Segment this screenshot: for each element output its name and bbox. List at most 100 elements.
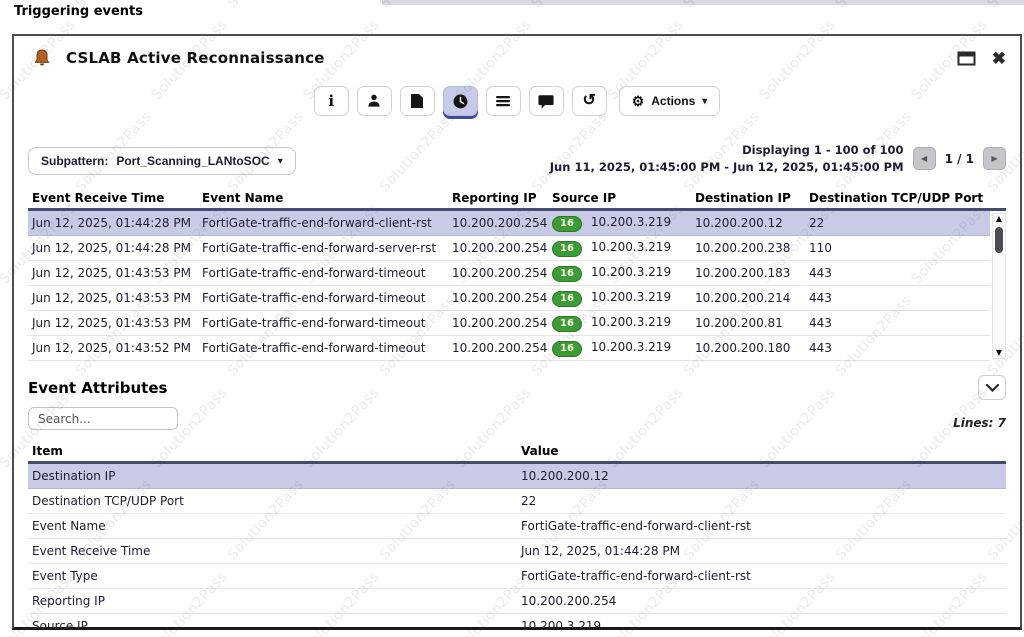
attributes-search-row: Lines: 7 [28,407,1006,431]
attribute-item: Destination IP [32,469,116,484]
column-header[interactable]: Value [521,443,559,458]
column-header[interactable]: Event Name [202,190,284,205]
displaying-count: Displaying 1 - 100 of 100 [742,143,904,157]
attribute-item: Event Name [32,519,106,534]
source-ip: 10.200.3.219 [590,339,672,354]
search-input[interactable] [28,407,178,431]
event-receive-time: Jun 12, 2025, 01:44:28 PM [32,241,191,256]
subpattern-label: Subpattern: [41,154,109,169]
table-row[interactable]: Jun 12, 2025, 01:43:53 PM FortiGate-traff… [28,286,990,312]
reporting-ip: 10.200.200.254 [452,341,548,356]
column-header[interactable]: Event Receive Time [32,190,165,205]
source-ip-cell: 16 10.200.3.219 [552,340,695,357]
list-button[interactable] [485,86,521,116]
scroll-down-icon[interactable]: ▼ [995,348,1003,358]
destination-port: 22 [809,216,825,231]
info-icon: i [328,92,335,110]
attribute-value: 10.200.3.219 [521,619,602,634]
scrollbar-thumb[interactable] [995,227,1003,254]
events-table-header: Event Receive Time Event Name Reporting … [28,187,1006,212]
subpattern-value: Port_Scanning_LANtoSOC [116,154,270,169]
attribute-item: Destination TCP/UDP Port [32,494,184,509]
event-name: FortiGate-traffic-end-forward-timeout [202,316,426,331]
event-name: FortiGate-traffic-end-forward-timeout [202,266,426,281]
source-ip: 10.200.3.219 [590,214,672,229]
attribute-row[interactable]: Event Type FortiGate-traffic-end-forward-… [28,564,1006,590]
table-row[interactable]: Jun 12, 2025, 01:43:52 PM FortiGate-traff… [28,336,990,362]
source-ip-cell: 16 10.200.3.219 [552,240,695,257]
event-count-badge: 16 [552,215,582,232]
subpattern-dropdown[interactable]: Subpattern: Port_Scanning_LANtoSOC ▾ [28,147,296,176]
watermark-text: Solution2Pass [0,476,3,564]
document-button[interactable] [399,86,435,116]
attribute-row[interactable]: Event Name FortiGate-traffic-end-forward-… [28,514,1006,540]
event-receive-time: Jun 12, 2025, 01:43:52 PM [32,341,191,356]
column-header[interactable]: Destination IP [695,190,791,205]
filter-row: Subpattern: Port_Scanning_LANtoSOC ▾ Dis… [28,142,1006,176]
chevron-down-icon [985,383,999,392]
attribute-row[interactable]: Destination IP 10.200.200.12 [28,464,1006,490]
history-button[interactable]: ↺ [571,86,607,116]
lines-count: Lines: 7 [953,416,1006,431]
source-ip: 10.200.3.219 [590,314,672,329]
comment-button[interactable] [528,86,564,116]
event-receive-time: Jun 12, 2025, 01:44:28 PM [32,216,191,231]
column-header[interactable]: Reporting IP [452,190,537,205]
event-name: FortiGate-traffic-end-forward-timeout [202,341,426,356]
events-rows: Jun 12, 2025, 01:44:28 PM FortiGate-traff… [28,211,990,362]
actions-button[interactable]: ⚙ Actions ▾ [618,86,721,116]
close-button[interactable]: ✖ [992,50,1006,67]
attribute-item: Event Type [32,569,98,584]
attribute-row[interactable]: Source IP 10.200.3.219 [28,614,1006,637]
history-icon: ↺ [582,92,596,109]
event-receive-time: Jun 12, 2025, 01:43:53 PM [32,316,191,331]
attribute-item: Reporting IP [32,594,105,609]
document-icon [411,94,424,108]
attribute-row[interactable]: Event Receive Time Jun 12, 2025, 01:44:28… [28,539,1006,565]
chevron-right-icon: ▶ [991,154,998,164]
reporting-ip: 10.200.200.254 [452,216,548,231]
attribute-row[interactable]: Reporting IP 10.200.200.254 [28,589,1006,615]
chevron-down-icon: ▾ [277,155,283,167]
gear-icon: ⚙ [631,93,645,109]
event-count-badge: 16 [552,265,582,282]
destination-port: 443 [809,341,832,356]
page-title: Triggering events [14,4,144,19]
source-ip-cell: 16 10.200.3.219 [552,290,695,307]
events-clock-button[interactable] [442,86,478,116]
scroll-up-icon[interactable]: ▲ [995,214,1003,224]
chat-icon [538,94,554,109]
table-row[interactable]: Jun 12, 2025, 01:44:28 PM FortiGate-traff… [28,236,990,262]
prev-page-button[interactable]: ◀ [912,147,936,171]
destination-port: 443 [809,316,832,331]
source-ip-cell: 16 10.200.3.219 [552,265,695,282]
chevron-left-icon: ◀ [920,154,928,164]
info-button[interactable]: i [313,86,349,116]
list-icon [496,96,511,107]
table-row[interactable]: Jun 12, 2025, 01:43:53 PM FortiGate-traff… [28,311,990,337]
destination-port: 443 [809,291,832,306]
event-receive-time: Jun 12, 2025, 01:43:53 PM [32,266,191,281]
collapse-attributes-button[interactable] [978,375,1006,401]
events-scrollbar[interactable]: ▲ ▼ [992,213,1006,360]
attribute-value: 22 [521,494,537,509]
attribute-row[interactable]: Destination TCP/UDP Port 22 [28,489,1006,515]
event-count-badge: 16 [552,240,582,257]
user-icon [368,94,380,107]
table-row[interactable]: Jun 12, 2025, 01:43:53 PM FortiGate-traff… [28,261,990,287]
column-header[interactable]: Destination TCP/UDP Port [809,190,984,205]
reporting-ip: 10.200.200.254 [452,241,548,256]
close-icon: ✖ [991,48,1006,68]
column-header[interactable]: Item [32,443,63,458]
source-ip: 10.200.3.219 [590,264,672,279]
user-button[interactable] [356,86,392,116]
window-top-strip [382,0,1024,5]
page-indicator: 1 / 1 [944,151,974,166]
next-page-button[interactable]: ▶ [983,147,1006,171]
reporting-ip: 10.200.200.254 [452,266,548,281]
window-restore-button[interactable] [957,51,976,66]
table-row[interactable]: Jun 12, 2025, 01:44:28 PM FortiGate-traff… [28,211,990,237]
event-count-badge: 16 [552,340,582,357]
attribute-item: Event Receive Time [32,544,151,559]
column-header[interactable]: Source IP [552,190,617,205]
